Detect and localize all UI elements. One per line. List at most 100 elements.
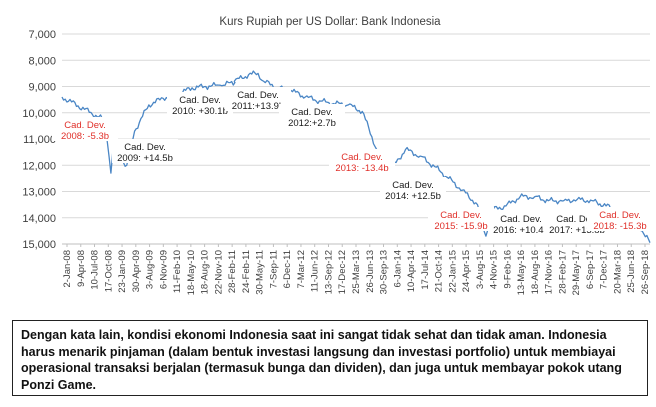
- annotation-text: Cad. Dev.: [392, 180, 434, 191]
- y-tick-label: 7,000: [28, 29, 56, 41]
- x-tick-label: 28-Feb-11: [227, 250, 238, 293]
- annotation-text: Cad. Dev.: [237, 90, 279, 101]
- x-tick-label: 26-Sep-18: [640, 250, 651, 294]
- x-tick-label: 13-May-16: [516, 250, 527, 295]
- annotation-bg: [279, 104, 345, 128]
- annotation-text: 2012:+2.7b: [288, 118, 336, 129]
- x-tick-label: 28-Feb-17: [557, 250, 568, 294]
- caption-line: Ponzi Game.: [21, 377, 97, 392]
- x-tick-label: 25-Jun-18: [626, 250, 637, 293]
- x-tick-label: 3-Aug-15: [475, 250, 486, 289]
- x-tick-label: 6-Sep-17: [585, 250, 596, 289]
- annotation-text: Cad. Dev.: [291, 107, 333, 118]
- annotation-1: Cad. Dev.2009: +14.5b: [112, 139, 178, 164]
- annotation-text: 2008: -5.3b: [61, 131, 109, 142]
- x-tick-label: 7-Mar-12: [296, 250, 307, 289]
- annotation-7: Cad. Dev.2015: -15.9b: [428, 207, 494, 232]
- x-tick-label: 10-Apr-14: [406, 250, 417, 292]
- y-tick-label: 10,000: [22, 108, 56, 120]
- annotation-bg: [587, 207, 653, 231]
- annotation-bg: [380, 177, 446, 201]
- x-tick-label: 26-Jun-13: [365, 250, 376, 293]
- x-tick-label: 7-Sep-11: [268, 250, 279, 288]
- annotation-text: 2014: +12.5b: [385, 191, 441, 202]
- annotation-text: Cad. Dev.: [599, 210, 641, 221]
- annotation-text: 2018: -15.3b: [593, 221, 646, 232]
- annotation-text: 2010: +30.1b: [172, 106, 228, 117]
- annotation-text: 2016: +10.4b: [493, 225, 549, 236]
- x-tick-label: 29-May-17: [571, 250, 582, 295]
- annotation-text: 2017: +13.8b: [549, 225, 605, 236]
- x-axis-ticks: 2-Jan-08 9-Apr-08 10-Jul-08 17-Oct-08 23-Jan…: [62, 244, 651, 295]
- annotation-text: Cad. Dev.: [500, 214, 542, 225]
- x-tick-label: 4-Nov-15: [489, 250, 500, 289]
- x-tick-label: 21-Oct-14: [434, 250, 445, 292]
- y-tick-label: 14,000: [22, 213, 56, 225]
- x-tick-label: 24-Feb-11: [241, 250, 252, 293]
- y-tick-label: 12,000: [22, 160, 56, 172]
- x-tick-label: 11-Feb-10: [172, 250, 183, 293]
- annotation-text: 2009: +14.5b: [117, 153, 173, 164]
- x-tick-label: 30-Apr-09: [131, 250, 142, 292]
- annotation-text: 2015: -15.9b: [434, 221, 487, 232]
- x-tick-label: 25-Mar-13: [351, 250, 362, 294]
- exchange-rate-chart: 7,000 8,000 9,000 10,000 11,000 12,000 13,000 1…: [22, 16, 653, 296]
- annotation-5: Cad. Dev.2013: -13.4b: [329, 149, 395, 174]
- x-tick-label: 23-Jan-09: [117, 250, 128, 293]
- x-tick-label: 6-Nov-09: [158, 250, 169, 289]
- x-tick-label: 22-Nov-10: [213, 250, 224, 294]
- x-tick-label: 18-Aug-10: [200, 250, 211, 294]
- annotation-text: 2011:+13.9b: [232, 101, 284, 112]
- chart-title: Kurs Rupiah per US Dollar: Bank Indonesi…: [219, 16, 441, 28]
- annotation-text: 2013: -13.4b: [335, 163, 388, 174]
- annotation-bg: [52, 117, 118, 141]
- x-tick-label: 17-Jul-14: [420, 250, 431, 290]
- series-line-0: [61, 70, 651, 243]
- x-tick-label: 18-May-10: [186, 250, 197, 295]
- x-tick-label: 17-Dec-12: [337, 250, 348, 294]
- x-tick-label: 17-Nov-16: [544, 250, 555, 294]
- annotation-0: Cad. Dev.2008: -5.3b: [52, 117, 118, 142]
- annotation-8: Cad. Dev.2016: +10.4b: [488, 211, 554, 236]
- caption-line: Dengan kata lain, kondisi ekonomi Indone…: [21, 328, 607, 342]
- y-tick-label: 9,000: [28, 82, 56, 94]
- x-tick-label: 2-Jan-08: [62, 250, 73, 288]
- annotation-text: Cad. Dev.: [556, 214, 598, 225]
- x-tick-label: 22-Jan-15: [447, 250, 458, 293]
- x-tick-label: 7-Dec-17: [599, 250, 610, 289]
- annotation-bg: [329, 149, 395, 173]
- caption-box: Dengan kata lain, kondisi ekonomi Indone…: [12, 320, 648, 396]
- y-tick-label: 13,000: [22, 187, 56, 199]
- annotation-text: Cad. Dev.: [341, 152, 383, 163]
- annotation-6: Cad. Dev.2014: +12.5b: [380, 177, 446, 202]
- y-tick-label: 11,000: [23, 134, 56, 146]
- x-tick-label: 13-Sep-12: [323, 250, 334, 294]
- annotation-text: Cad. Dev.: [64, 120, 106, 131]
- y-axis-ticks: 7,000 8,000 9,000 10,000 11,000 12,000 13,000 1…: [22, 29, 56, 251]
- series-layer: [61, 70, 651, 243]
- x-tick-label: 17-Oct-08: [103, 250, 114, 292]
- x-tick-label: 6-Jan-14: [392, 250, 403, 288]
- annotation-bg: [428, 207, 494, 231]
- caption-line: operasional transaksi berjalan (termasuk…: [21, 361, 622, 375]
- y-tick-label: 15,000: [22, 239, 56, 251]
- x-tick-label: 18-Aug-16: [530, 250, 541, 294]
- x-tick-label: 3-Aug-09: [145, 250, 156, 289]
- x-tick-label: 30-Sep-13: [379, 250, 390, 294]
- x-tick-label: 24-Apr-15: [461, 250, 472, 292]
- annotation-text: Cad. Dev.: [440, 210, 482, 221]
- x-tick-label: 9-Apr-08: [76, 250, 87, 287]
- annotation-text: Cad. Dev.: [124, 142, 166, 153]
- caption-line: harus menarik pinjaman (dalam bentuk inv…: [21, 344, 616, 359]
- x-tick-label: 10-Jul-08: [90, 250, 101, 290]
- annotation-4: Cad. Dev.2012:+2.7b: [279, 104, 345, 129]
- x-tick-label: 11-Jun-12: [310, 250, 321, 292]
- annotation-10: Cad. Dev.2018: -15.3b: [587, 207, 653, 232]
- y-tick-label: 8,000: [28, 55, 56, 67]
- x-tick-label: 20-Mar-18: [612, 250, 623, 294]
- annotation-bg: [488, 211, 554, 235]
- annotation-2: Cad. Dev.2010: +30.1b: [167, 92, 233, 117]
- annotation-bg: [112, 139, 178, 163]
- chart-svg: 7,000 8,000 9,000 10,000 11,000 12,000 13,000 1…: [22, 16, 653, 296]
